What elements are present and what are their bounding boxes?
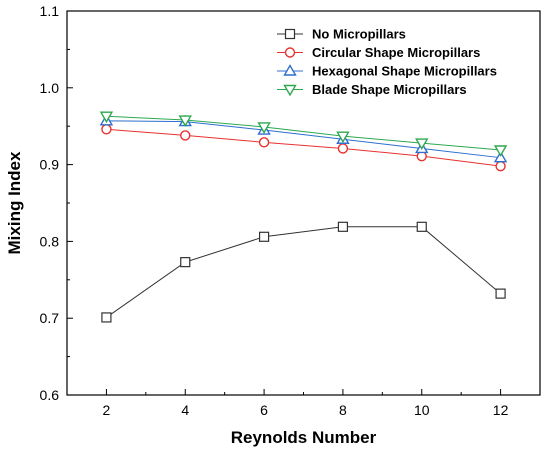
legend-entry: Blade Shape Micropillars [312, 82, 467, 97]
legend-marker [284, 28, 296, 40]
x-tick-label: 4 [181, 402, 189, 418]
y-axis-title: Mixing Index [5, 151, 24, 255]
series-line-0 [106, 226, 501, 318]
data-point-series-0 [258, 231, 270, 242]
data-point-series-3 [336, 131, 350, 144]
data-point-series-1 [495, 160, 506, 172]
x-tick-label: 6 [260, 402, 268, 418]
legend: No Micropillars Circular Shape Micropilla… [277, 27, 497, 97]
plot-area [99, 111, 508, 323]
data-point-series-1 [180, 130, 191, 141]
y-tick-label: 1.0 [40, 80, 60, 96]
legend-marker [284, 47, 296, 58]
legend-marker [283, 84, 297, 97]
data-point-series-1 [101, 124, 112, 135]
data-point-series-1 [258, 137, 270, 148]
x-tick-label: 8 [339, 402, 347, 418]
series-line-1 [106, 128, 501, 167]
x-tick-label: 12 [493, 402, 509, 418]
x-tick-label: 2 [103, 402, 111, 418]
legend-marker [283, 64, 297, 76]
data-point-series-3 [99, 111, 114, 124]
data-point-series-0 [337, 221, 349, 232]
legend-entry: Circular Shape Micropillars [312, 45, 480, 60]
y-tick-label: 0.8 [40, 233, 60, 249]
data-point-series-3 [178, 115, 192, 127]
data-point-series-2 [493, 150, 508, 163]
x-axis-title: Reynolds Number [231, 428, 377, 447]
y-tick-label: 0.9 [40, 157, 60, 173]
legend-entry: No Micropillars [312, 27, 406, 42]
data-point-series-0 [180, 257, 191, 268]
data-point-series-3 [415, 138, 429, 150]
data-point-series-0 [495, 288, 506, 299]
legend-entry: Hexagonal Shape Micropillars [312, 64, 497, 79]
y-tick-label: 0.6 [40, 387, 60, 403]
data-point-series-1 [337, 143, 349, 154]
axes: 2 4 6 8 10 12 0.6 0.7 0.8 0.9 1.0 1.1 [40, 3, 541, 418]
series-line-3 [106, 115, 501, 151]
data-point-series-3 [493, 145, 508, 157]
series-line-2 [106, 120, 501, 159]
x-tick-label: 10 [414, 402, 430, 418]
data-point-series-0 [101, 312, 112, 323]
data-point-series-0 [416, 221, 427, 232]
y-tick-label: 1.1 [40, 3, 60, 19]
y-tick-label: 0.7 [40, 310, 60, 326]
data-point-series-3 [257, 122, 271, 134]
